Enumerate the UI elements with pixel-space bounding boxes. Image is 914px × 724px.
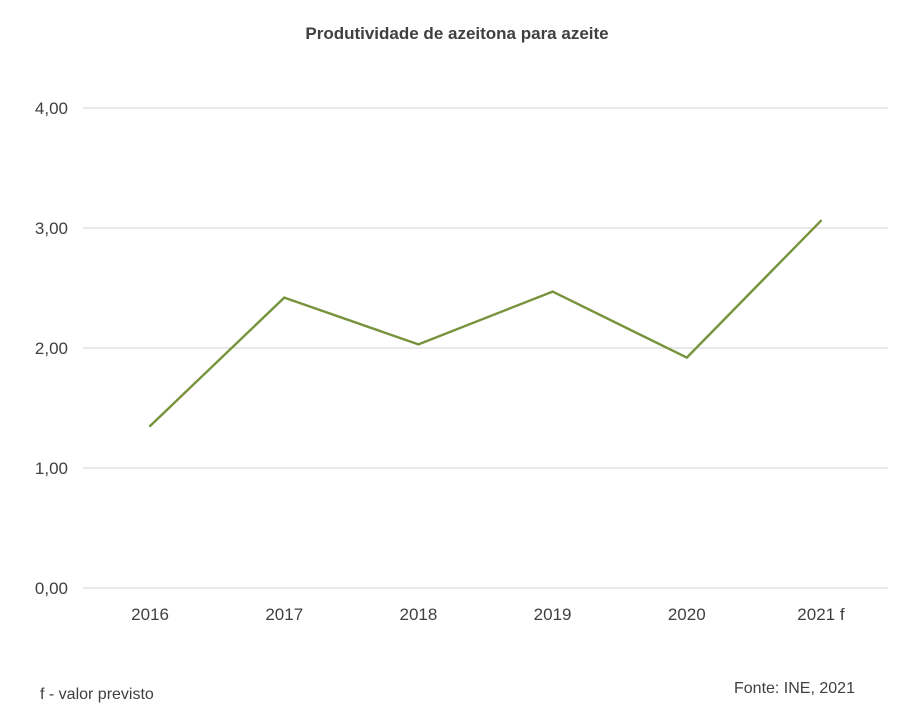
data-point — [148, 424, 152, 428]
data-point — [551, 290, 554, 293]
gridlines — [83, 107, 888, 589]
data-point — [417, 343, 420, 346]
y-tick-label: 1,00 — [35, 459, 68, 478]
source-note: Fonte: INE, 2021 — [734, 680, 855, 697]
x-tick-label: 2018 — [400, 605, 438, 624]
data-point — [283, 296, 286, 299]
data-point — [685, 356, 688, 359]
y-tick-label: 3,00 — [35, 219, 68, 238]
y-tick-label: 2,00 — [35, 339, 68, 358]
data-point — [819, 219, 823, 222]
x-axis-ticks: 2016 2017 2018 2019 2020 2021 f — [131, 605, 845, 624]
y-tick-label: 0,00 — [35, 579, 68, 598]
series-line — [149, 219, 822, 427]
x-tick-label: 2017 — [265, 605, 303, 624]
y-axis-ticks: 0,00 1,00 2,00 3,00 4,00 — [35, 99, 68, 598]
series-lines — [148, 219, 823, 428]
chart-title: Produtividade de azeitona para azeite — [305, 24, 609, 43]
x-tick-label: 2020 — [668, 605, 706, 624]
x-tick-label: 2021 f — [797, 605, 845, 624]
x-tick-label: 2019 — [534, 605, 572, 624]
forecast-footnote: f - valor previsto — [40, 686, 154, 703]
x-tick-label: 2016 — [131, 605, 169, 624]
y-tick-label: 4,00 — [35, 99, 68, 118]
